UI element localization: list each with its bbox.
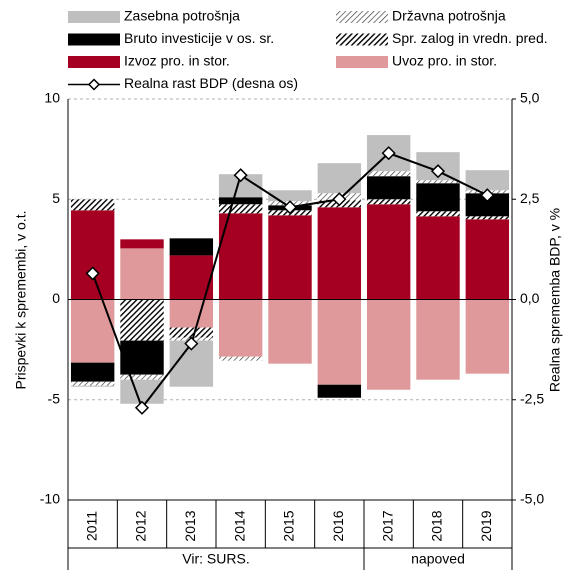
bar-segment (70, 362, 115, 382)
bar-segment (120, 340, 164, 375)
bar-segment (416, 299, 460, 380)
bar-segment (465, 219, 510, 300)
bar-segment (416, 183, 460, 212)
bars (70, 135, 510, 404)
legend-item: Realna rast BDP (desna os) (68, 75, 298, 91)
bar-segment (416, 180, 460, 184)
marker (134, 400, 150, 415)
y-tick-label: 0 (52, 290, 60, 306)
legend-swatch (336, 56, 388, 68)
y2-tick-label: 2,5 (520, 190, 540, 206)
x-tick-label: 2015 (281, 510, 297, 541)
legend-item: Spr. zalog in vredn. pred. (336, 30, 548, 46)
marker (85, 266, 100, 281)
y-tick-label: 10 (44, 90, 60, 106)
bar-segment (218, 197, 263, 205)
bar-segment (465, 299, 510, 374)
bar-segment (120, 299, 164, 341)
y2-tick-label: -5,0 (520, 491, 544, 507)
marker (480, 188, 495, 203)
bar-segment (169, 299, 214, 328)
marker (381, 146, 396, 161)
bar-segment (366, 299, 411, 390)
legend-item: Zasebna potrošnja (68, 8, 240, 24)
bar-segment (70, 385, 115, 387)
x-tick-label: 2019 (478, 510, 494, 541)
bar-segment (70, 299, 115, 363)
bar-segment (416, 211, 460, 217)
bar-segment (465, 170, 510, 191)
bar-segment (317, 384, 362, 398)
legend-item: Uvoz pro. in stor. (336, 53, 497, 69)
source-label: Vir: SURS. (182, 551, 249, 567)
bar-segment (120, 239, 164, 249)
legend-label: Zasebna potrošnja (124, 8, 240, 24)
legend-item: Državna potrošnja (336, 8, 506, 24)
bar-segment (366, 199, 411, 205)
legend-item: Izvoz pro. in stor. (68, 53, 230, 69)
bar-segment (70, 210, 115, 300)
legend-label: Spr. zalog in vredn. pred. (392, 30, 548, 46)
y-tick-label: 5 (52, 190, 60, 206)
bar-segment (416, 216, 460, 300)
legend-label: Državna potrošnja (392, 8, 506, 24)
bar-segment (70, 381, 115, 386)
legend-swatch (336, 11, 388, 23)
x-tick-label: 2018 (429, 510, 445, 541)
bar-segment (465, 216, 510, 220)
bar-segment (120, 248, 164, 300)
legend-label: Bruto investicije v os. sr. (124, 30, 274, 46)
marker (233, 168, 248, 183)
legend-marker (87, 78, 101, 91)
x-tick-label: 2017 (379, 510, 395, 541)
legend-swatch (68, 33, 120, 46)
x-tick-label: 2014 (231, 510, 247, 541)
marker (430, 164, 446, 179)
y-tick-label: -10 (40, 491, 60, 507)
bar-segment (317, 299, 362, 385)
bar-segment (366, 176, 411, 200)
x-tick-label: 2012 (133, 510, 149, 541)
bar-segment (218, 174, 263, 198)
marker (282, 200, 298, 215)
y-axis-title: Prispevki k spremembi, v o.t. (13, 211, 29, 390)
legend-label: Realna rast BDP (desna os) (124, 75, 298, 91)
marker (184, 336, 199, 351)
y-tick-label: -5 (48, 390, 61, 406)
bar-segment (169, 238, 214, 256)
x-tick-label: 2011 (83, 511, 99, 541)
legend-swatch (336, 33, 388, 46)
bar-segment (268, 190, 312, 202)
bar-segment (317, 163, 362, 194)
bar-segment (366, 204, 411, 300)
bar-segment (218, 204, 263, 214)
bar-segment (120, 374, 164, 380)
bar-segment (465, 193, 510, 217)
bar-segment (268, 215, 312, 300)
legend-item: Bruto investicije v os. sr. (68, 30, 274, 46)
forecast-label: napoved (411, 551, 465, 567)
x-tick-label: 2016 (330, 510, 346, 541)
y2-tick-label: -2,5 (520, 390, 544, 406)
legend-label: Izvoz pro. in stor. (124, 53, 230, 69)
bar-segment (366, 171, 411, 177)
legend-swatch (68, 56, 120, 68)
legend-label: Uvoz pro. in stor. (392, 53, 497, 69)
legend-swatch (68, 11, 120, 23)
x-tick-label: 2013 (182, 510, 198, 541)
y2-axis-title: Realna sprememba BDP, v % (547, 208, 563, 392)
bar-segment (70, 199, 115, 211)
y2-tick-label: 5,0 (520, 90, 540, 106)
bar-segment (120, 379, 164, 404)
bar-segment (169, 327, 214, 338)
bar-segment (218, 299, 263, 357)
bar-segment (218, 356, 263, 361)
y2-tick-label: 0,0 (520, 290, 540, 306)
bar-segment (268, 299, 312, 364)
bar-segment (317, 207, 362, 300)
marker (332, 192, 347, 207)
